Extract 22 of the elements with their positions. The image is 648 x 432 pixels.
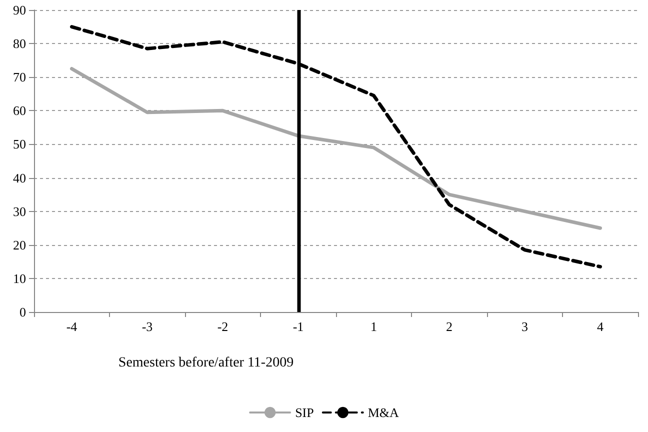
y-tick-label: 0 [20, 304, 26, 320]
y-tick-label: 50 [13, 136, 26, 152]
y-tick-label: 10 [13, 270, 26, 286]
x-tick-label: -4 [66, 319, 78, 334]
x-tick-label: -1 [292, 319, 304, 334]
y-tick-label: 80 [13, 36, 26, 52]
legend-label: M&A [368, 405, 400, 420]
x-tick-label: 4 [597, 319, 604, 334]
y-tick-label: 30 [13, 204, 26, 219]
x-tick-label: -2 [217, 319, 228, 334]
x-tick-label: 2 [446, 319, 452, 334]
legend-label: SIP [295, 405, 314, 420]
y-tick-label: 20 [13, 237, 26, 252]
y-tick-label: 90 [13, 2, 26, 18]
y-tick-label: 40 [13, 170, 26, 186]
y-tick-label: 60 [13, 103, 26, 118]
x-tick-label: 3 [522, 319, 528, 334]
line-series [70, 66, 602, 230]
x-tick-label: -3 [142, 319, 153, 334]
y-tick-label: 70 [13, 70, 26, 85]
x-axis-title: Semesters before/after 11-2009 [118, 356, 294, 370]
x-tick-label: 1 [370, 319, 377, 334]
